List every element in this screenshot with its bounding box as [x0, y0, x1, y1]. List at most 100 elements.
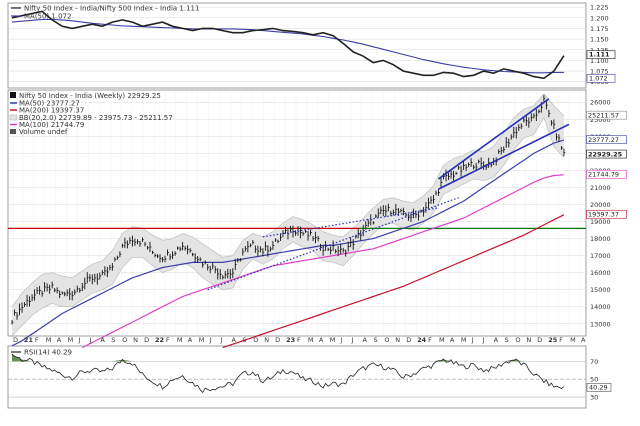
time-axis-label: N [133, 336, 138, 344]
price-tick-label: 20000 [590, 201, 611, 209]
price-tick-label: 14000 [590, 303, 611, 311]
ratio-last-value: 1.111 [589, 51, 610, 59]
time-axis-label: N [526, 336, 531, 344]
time-axis-label: J [471, 336, 474, 344]
ma100-line [81, 174, 564, 349]
rsi-overbought-fill [12, 354, 564, 362]
ratio-last-value-box [586, 50, 616, 60]
time-axis-label: A [363, 336, 368, 344]
ratio-tick-label: 1.150 [590, 36, 609, 44]
rsi-line [11, 353, 565, 394]
price-value-label: 22929.25 [588, 150, 623, 158]
time-axis-label: 25 [548, 336, 558, 344]
time-axis-label: M [570, 336, 576, 344]
price-value-box [586, 169, 627, 179]
time-axis-label: D [13, 336, 18, 344]
price-value-box [586, 209, 627, 219]
price-tick-label: 21000 [590, 184, 611, 192]
time-axis-label: J [482, 336, 485, 344]
time-axis-label: 21 [24, 336, 34, 344]
time-axis-label: A [450, 336, 455, 344]
time-axis-label: D [144, 336, 149, 344]
time-axis-label: 24 [417, 336, 427, 344]
time-axis-label: M [177, 336, 183, 344]
time-axis-label: M [461, 336, 467, 344]
ratio-tick-label: 1.125 [590, 46, 609, 54]
time-axis-label: O [384, 336, 389, 344]
time-axis-label: M [308, 336, 314, 344]
price-value-label: 25211.57 [588, 111, 619, 119]
time-axis-label: S [242, 336, 246, 344]
rsi-tick-label: 50 [590, 376, 598, 384]
time-axis-label: M [199, 336, 205, 344]
resistance-dotted-trendline [262, 207, 439, 238]
time-axis-label: A [57, 336, 62, 344]
time-axis-label: M [330, 336, 336, 344]
time-axis-label: J [209, 336, 212, 344]
time-axis-label: J [78, 336, 81, 344]
price-tick-label: 25000 [590, 116, 611, 124]
price-tick-label: 19000 [590, 218, 611, 226]
rsi-tick-label: 70 [590, 358, 598, 366]
time-axis-label: A [494, 336, 499, 344]
price-panel [8, 93, 586, 349]
price-tick-label: 17000 [590, 252, 611, 260]
price-value-box [586, 149, 627, 159]
price-legend: Nifty 50 Index - India (Weekly) 22929.25… [9, 92, 173, 136]
rsi-value-box [586, 383, 612, 392]
channel-bottom-trendline [438, 123, 570, 190]
price-value-label: 19397.37 [588, 211, 619, 219]
time-axis-label: A [319, 336, 324, 344]
volume-legend-swatch [10, 129, 16, 134]
ma50-legend-label: MA(50) 23777.27 [19, 100, 80, 108]
ma100-legend-label: MA(100) 21744.79 [19, 121, 84, 129]
time-axis-label: S [373, 336, 377, 344]
ratio-ma50-line [11, 18, 564, 74]
time-axis-label: J [351, 336, 354, 344]
time-axis-label: O [253, 336, 258, 344]
support-dotted-trendline [207, 197, 459, 291]
ma200-legend-label: MA(200) 19397.37 [19, 107, 84, 115]
ratio-ma50-legend-label: MA(50) 1.072 [24, 13, 71, 21]
price-tick-label: 15000 [590, 286, 611, 294]
bollinger-legend-label: BB(20,2.0) 22739.89 - 23975.73 - 25211.5… [19, 114, 173, 122]
price-value-box [586, 135, 627, 144]
price-tick-label: 18000 [590, 235, 611, 243]
time-axis-label: N [264, 336, 269, 344]
ratio-tick-label: 1.075 [590, 68, 609, 76]
rsi-value-label: 40.29 [589, 384, 608, 392]
time-axis-label: O [122, 336, 127, 344]
time-axis-label: F [428, 336, 432, 344]
price-value-box [586, 110, 627, 120]
time-axis-label: D [537, 336, 542, 344]
time-axis-label: A [231, 336, 236, 344]
bollinger-lower-line [11, 116, 565, 336]
time-axis-label: A [581, 336, 586, 344]
ratio-panel-frame [7, 2, 587, 89]
bollinger-legend-swatch [9, 114, 18, 121]
volume-legend-label: Volume undef [19, 128, 68, 136]
time-axis-label: D [275, 336, 280, 344]
time-axis-label: F [559, 336, 563, 344]
channel-top-trendline [438, 98, 550, 180]
time-axis-label: O [515, 336, 520, 344]
time-axis-label: M [68, 336, 74, 344]
ratio-tick-label: 1.200 [590, 14, 609, 22]
time-axis-label: M [439, 336, 445, 344]
time-axis-label: M [46, 336, 52, 344]
ratio-legend-label: Nifty 50 Index - India/Nifty 500 Index -… [24, 5, 199, 13]
time-axis-label: F [297, 336, 301, 344]
time-axis-label: J [220, 336, 223, 344]
price-legend-swatch [10, 92, 16, 98]
price-panel-frame [7, 89, 587, 337]
rsi-legend: RSI(14) 40.29 [11, 349, 72, 357]
time-axis-label: N [395, 336, 400, 344]
ratio-line [11, 10, 565, 80]
time-axis-label: J [88, 336, 91, 344]
time-axis-label: J [340, 336, 343, 344]
rsi-panel-frame [7, 345, 587, 409]
ratio-tick-label: 1.175 [590, 25, 609, 33]
ratio-last-value: 1.072 [589, 74, 608, 82]
price-tick-label: 26000 [590, 99, 611, 107]
